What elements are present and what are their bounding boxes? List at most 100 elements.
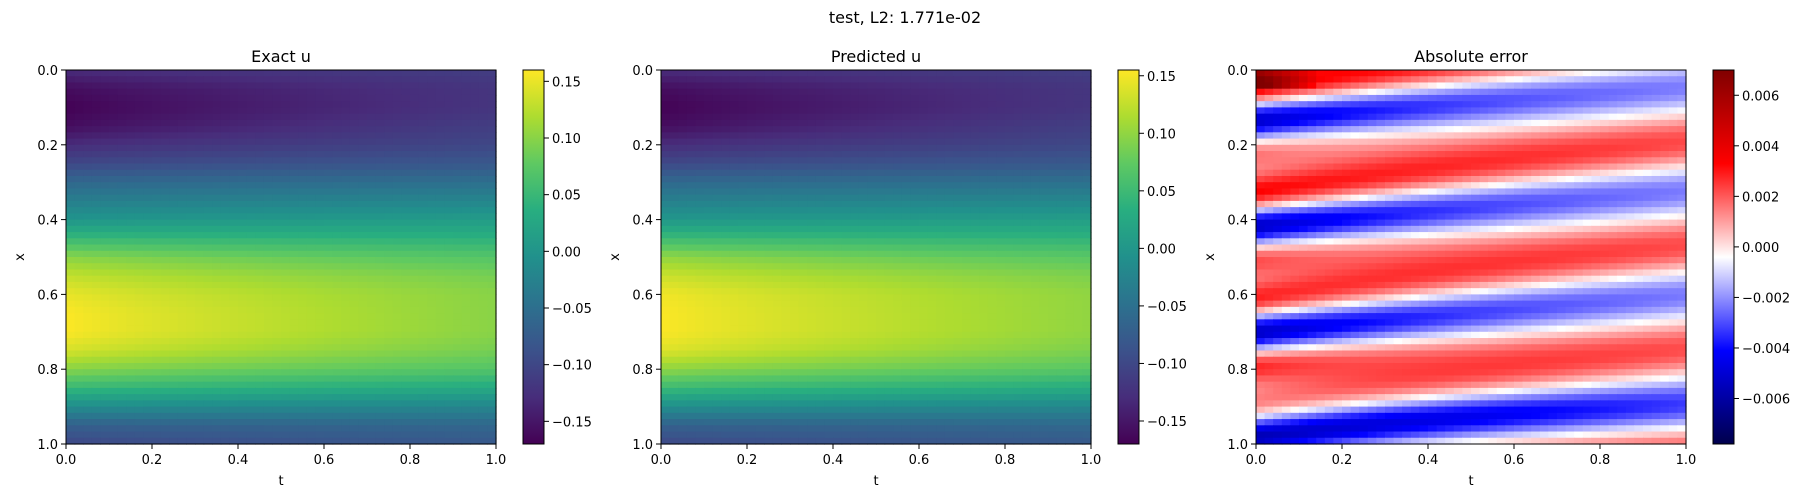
heatmap-cell [884,94,894,102]
heatmap-cell [306,350,316,358]
heatmap-cell [117,194,127,202]
heatmap-cell [858,188,868,196]
heatmap-cell [669,275,679,283]
heatmap-cell [134,288,144,295]
heatmap-cell [815,263,825,271]
heatmap-cell [979,132,989,140]
heatmap-cell [790,300,800,308]
heatmap-cell [487,76,497,84]
heatmap-cell [281,188,291,196]
heatmap-cell [435,406,445,414]
heatmap-cell [212,387,222,395]
heatmap-cell [893,200,903,208]
heatmap-cell [91,250,101,258]
heatmap-cell [263,375,273,383]
heatmap-cell [418,250,428,258]
heatmap-cell [427,369,437,377]
heatmap-cell [435,94,445,102]
heatmap-cell [1082,157,1092,165]
heatmap-cell [349,101,359,108]
heatmap-cell [962,157,972,165]
heatmap-cell [83,375,93,383]
heatmap-cell [927,269,937,277]
heatmap-cell [126,257,136,264]
heatmap-cell [841,157,851,165]
heatmap-cell [996,294,1006,302]
heatmap-cell [117,356,127,364]
heatmap-cell [263,188,273,196]
heatmap-cell [453,269,463,277]
heatmap-cell [850,300,860,308]
heatmap-cell [367,338,377,345]
heatmap-cell [695,200,705,208]
heatmap-cell [669,250,679,258]
heatmap-cell [478,113,488,121]
heatmap-cell [152,381,162,389]
heatmap-cell [919,163,929,171]
heatmap-cell [195,425,205,433]
heatmap-cell [298,425,308,433]
heatmap-cell [841,76,851,84]
heatmap-cell [375,356,385,364]
heatmap-cell [410,437,420,445]
heatmap-cell [487,238,497,246]
heatmap-cell [936,188,946,196]
heatmap-cell [1056,275,1066,283]
heatmap-cell [435,419,445,426]
heatmap-cell [418,238,428,246]
heatmap-cell [919,107,929,115]
heatmap-cell [764,263,774,271]
heatmap-cell [324,300,334,308]
heatmap-cell [358,325,368,333]
heatmap-cell [987,126,997,133]
heatmap-cell [392,350,402,358]
heatmap-cell [790,70,800,77]
heatmap-cell [747,101,757,108]
heatmap-cell [281,325,291,333]
heatmap-cell [927,144,937,152]
heatmap-cell [427,250,437,258]
heatmap-cell [272,412,282,420]
heatmap-cell [470,70,480,77]
heatmap-cell [901,244,911,252]
heatmap-cell [678,169,688,177]
heatmap-cell [919,263,929,271]
heatmap-cell [841,250,851,258]
heatmap-cell [901,119,911,127]
heatmap-cell [160,244,170,252]
heatmap-cell [987,76,997,84]
heatmap-cell [936,213,946,221]
heatmap-cell [186,101,196,108]
heatmap-cell [367,281,377,289]
heatmap-cell [876,107,886,115]
heatmap-cell [375,306,385,314]
heatmap-cell [358,82,368,90]
heatmap-cell [970,119,980,127]
heatmap-cell [661,288,671,295]
heatmap-cell [901,213,911,221]
heatmap-cell [272,369,282,377]
heatmap-cell [152,406,162,414]
heatmap-cell [815,219,825,227]
heatmap-cell [1005,294,1015,302]
heatmap-cell [134,381,144,389]
heatmap-cell [410,325,420,333]
heatmap-cell [272,313,282,320]
heatmap-cell [263,387,273,395]
heatmap-cell [315,163,325,171]
heatmap-cell [1022,288,1032,295]
heatmap-cell [815,113,825,121]
heatmap-cell [1022,70,1032,77]
heatmap-cell [195,387,205,395]
heatmap-cell [427,82,437,90]
heatmap-cell [220,188,230,196]
heatmap-cell [186,400,196,408]
heatmap-cell [427,381,437,389]
heatmap-cell [392,213,402,221]
heatmap-cell [444,263,454,271]
heatmap-cell [255,381,265,389]
heatmap-cell [979,300,989,308]
heatmap-cell [1048,144,1058,152]
heatmap-cell [858,119,868,127]
heatmap-cell [738,138,748,146]
